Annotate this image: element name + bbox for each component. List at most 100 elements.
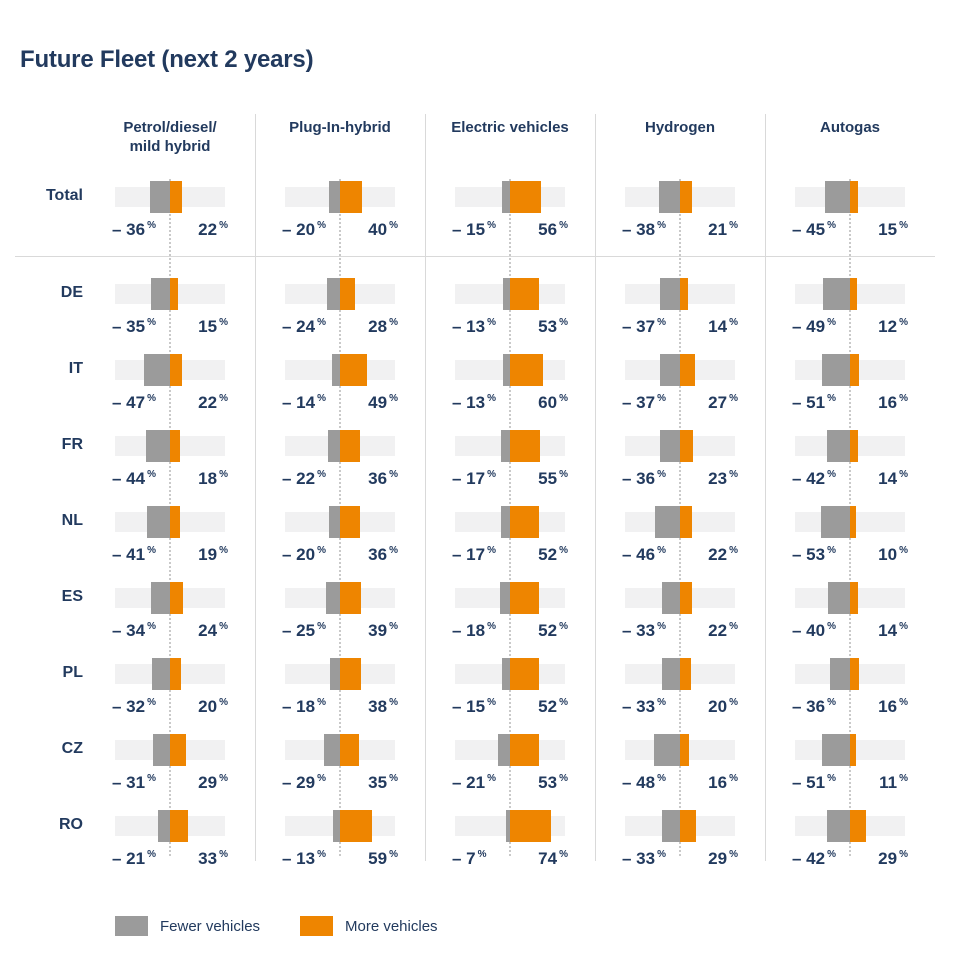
more-value-label: 20% [198, 697, 228, 716]
more-value-label: 15% [198, 317, 228, 336]
more-vehicles-bar [170, 354, 182, 386]
percent-sign: % [899, 849, 908, 861]
value-labels: – 21% 53% [452, 773, 568, 793]
chart-cell: – 34% 24% [85, 580, 255, 656]
value-labels: – 36% 22% [112, 220, 228, 240]
value-labels: – 41% 19% [112, 545, 228, 565]
value-labels: – 15% 52% [452, 697, 568, 717]
fewer-value-label: – 20% [282, 220, 326, 239]
fewer-vehicles-bar [324, 734, 340, 766]
percent-sign: % [317, 220, 326, 232]
more-value-label: 22% [198, 393, 228, 412]
column-header: Hydrogen [644, 119, 715, 136]
chart-cell: – 35% 15% [85, 276, 255, 352]
fewer-vehicles-bar [501, 430, 510, 462]
more-vehicles-bar [850, 278, 857, 310]
more-vehicles-bar [510, 810, 551, 842]
bar-group [114, 354, 226, 386]
legend-swatch-more-vehicles [300, 916, 333, 936]
chart-cell: – 41% 19% [85, 504, 255, 580]
value-labels: – 38% 21% [622, 220, 738, 240]
chart-cell: – 42% 14% [765, 428, 935, 504]
more-value-label: 36% [368, 545, 398, 564]
chart-cell: – 33% 20% [595, 656, 765, 732]
fewer-vehicles-bar [329, 181, 340, 213]
more-value-label: 12% [878, 317, 908, 336]
percent-sign: % [657, 393, 666, 405]
bar-group [794, 734, 906, 766]
more-value-label: 60% [538, 393, 568, 412]
bar-group [284, 658, 396, 690]
more-value-label: 52% [538, 621, 568, 640]
percent-sign: % [827, 849, 836, 861]
percent-sign: % [657, 317, 666, 329]
chart-cell: – 36% 22% [85, 179, 255, 255]
more-vehicles-bar [850, 354, 859, 386]
value-labels: – 25% 39% [282, 621, 398, 641]
value-labels: – 34% 24% [112, 621, 228, 641]
fewer-value-label: – 51% [792, 393, 836, 412]
more-vehicles-bar [680, 582, 692, 614]
percent-sign: % [147, 773, 156, 785]
fewer-value-label: – 17% [452, 545, 496, 564]
chart-cell: – 45% 15% [765, 179, 935, 255]
value-labels: – 32% 20% [112, 697, 228, 717]
bar-group [624, 582, 736, 614]
legend-item-more-vehicles: More vehicles [300, 916, 485, 936]
chart-cell: – 13% 60% [425, 352, 595, 428]
column-header: Electric vehicles [451, 119, 569, 136]
column-separator [595, 114, 596, 861]
fewer-vehicles-bar [151, 278, 170, 310]
more-vehicles-bar [340, 430, 360, 462]
more-vehicles-bar [850, 658, 859, 690]
percent-sign: % [729, 621, 738, 633]
bar-group [624, 658, 736, 690]
chart-cell: – 7% 74% [425, 808, 595, 884]
more-vehicles-bar [170, 181, 182, 213]
chart-cell: – 46% 22% [595, 504, 765, 580]
fewer-value-label: – 21% [452, 773, 496, 792]
chart-cell: – 24% 28% [255, 276, 425, 352]
fewer-value-label: – 13% [282, 849, 326, 868]
value-labels: – 46% 22% [622, 545, 738, 565]
percent-sign: % [317, 697, 326, 709]
bar-group [114, 734, 226, 766]
percent-sign: % [657, 469, 666, 481]
column-header: Petrol/diesel/ mild hybrid [123, 119, 217, 155]
value-labels: – 33% 22% [622, 621, 738, 641]
more-vehicles-bar [850, 582, 858, 614]
bar-group [794, 658, 906, 690]
value-labels: – 40% 14% [792, 621, 908, 641]
percent-sign: % [219, 317, 228, 329]
percent-sign: % [827, 469, 836, 481]
more-value-label: 19% [198, 545, 228, 564]
total-separator-line [15, 256, 935, 257]
fewer-vehicles-bar [823, 278, 850, 310]
percent-sign: % [317, 317, 326, 329]
more-vehicles-bar [170, 278, 178, 310]
percent-sign: % [487, 697, 496, 709]
chart-cell: – 36% 23% [595, 428, 765, 504]
bar-group [114, 278, 226, 310]
more-value-label: 74% [538, 849, 568, 868]
fewer-vehicles-bar [328, 430, 340, 462]
percent-sign: % [219, 849, 228, 861]
percent-sign: % [147, 849, 156, 861]
more-value-label: 14% [878, 469, 908, 488]
percent-sign: % [827, 697, 836, 709]
more-value-label: 55% [538, 469, 568, 488]
row-label: NL [61, 512, 83, 529]
percent-sign: % [657, 621, 666, 633]
chart-cell: – 33% 29% [595, 808, 765, 884]
fewer-value-label: – 47% [112, 393, 156, 412]
fewer-value-label: – 42% [792, 849, 836, 868]
percent-sign: % [317, 469, 326, 481]
more-value-label: 38% [368, 697, 398, 716]
bar-group [454, 181, 566, 213]
more-vehicles-bar [510, 278, 539, 310]
percent-sign: % [147, 393, 156, 405]
value-labels: – 42% 14% [792, 469, 908, 489]
percent-sign: % [317, 621, 326, 633]
percent-sign: % [219, 697, 228, 709]
bar-group [794, 181, 906, 213]
